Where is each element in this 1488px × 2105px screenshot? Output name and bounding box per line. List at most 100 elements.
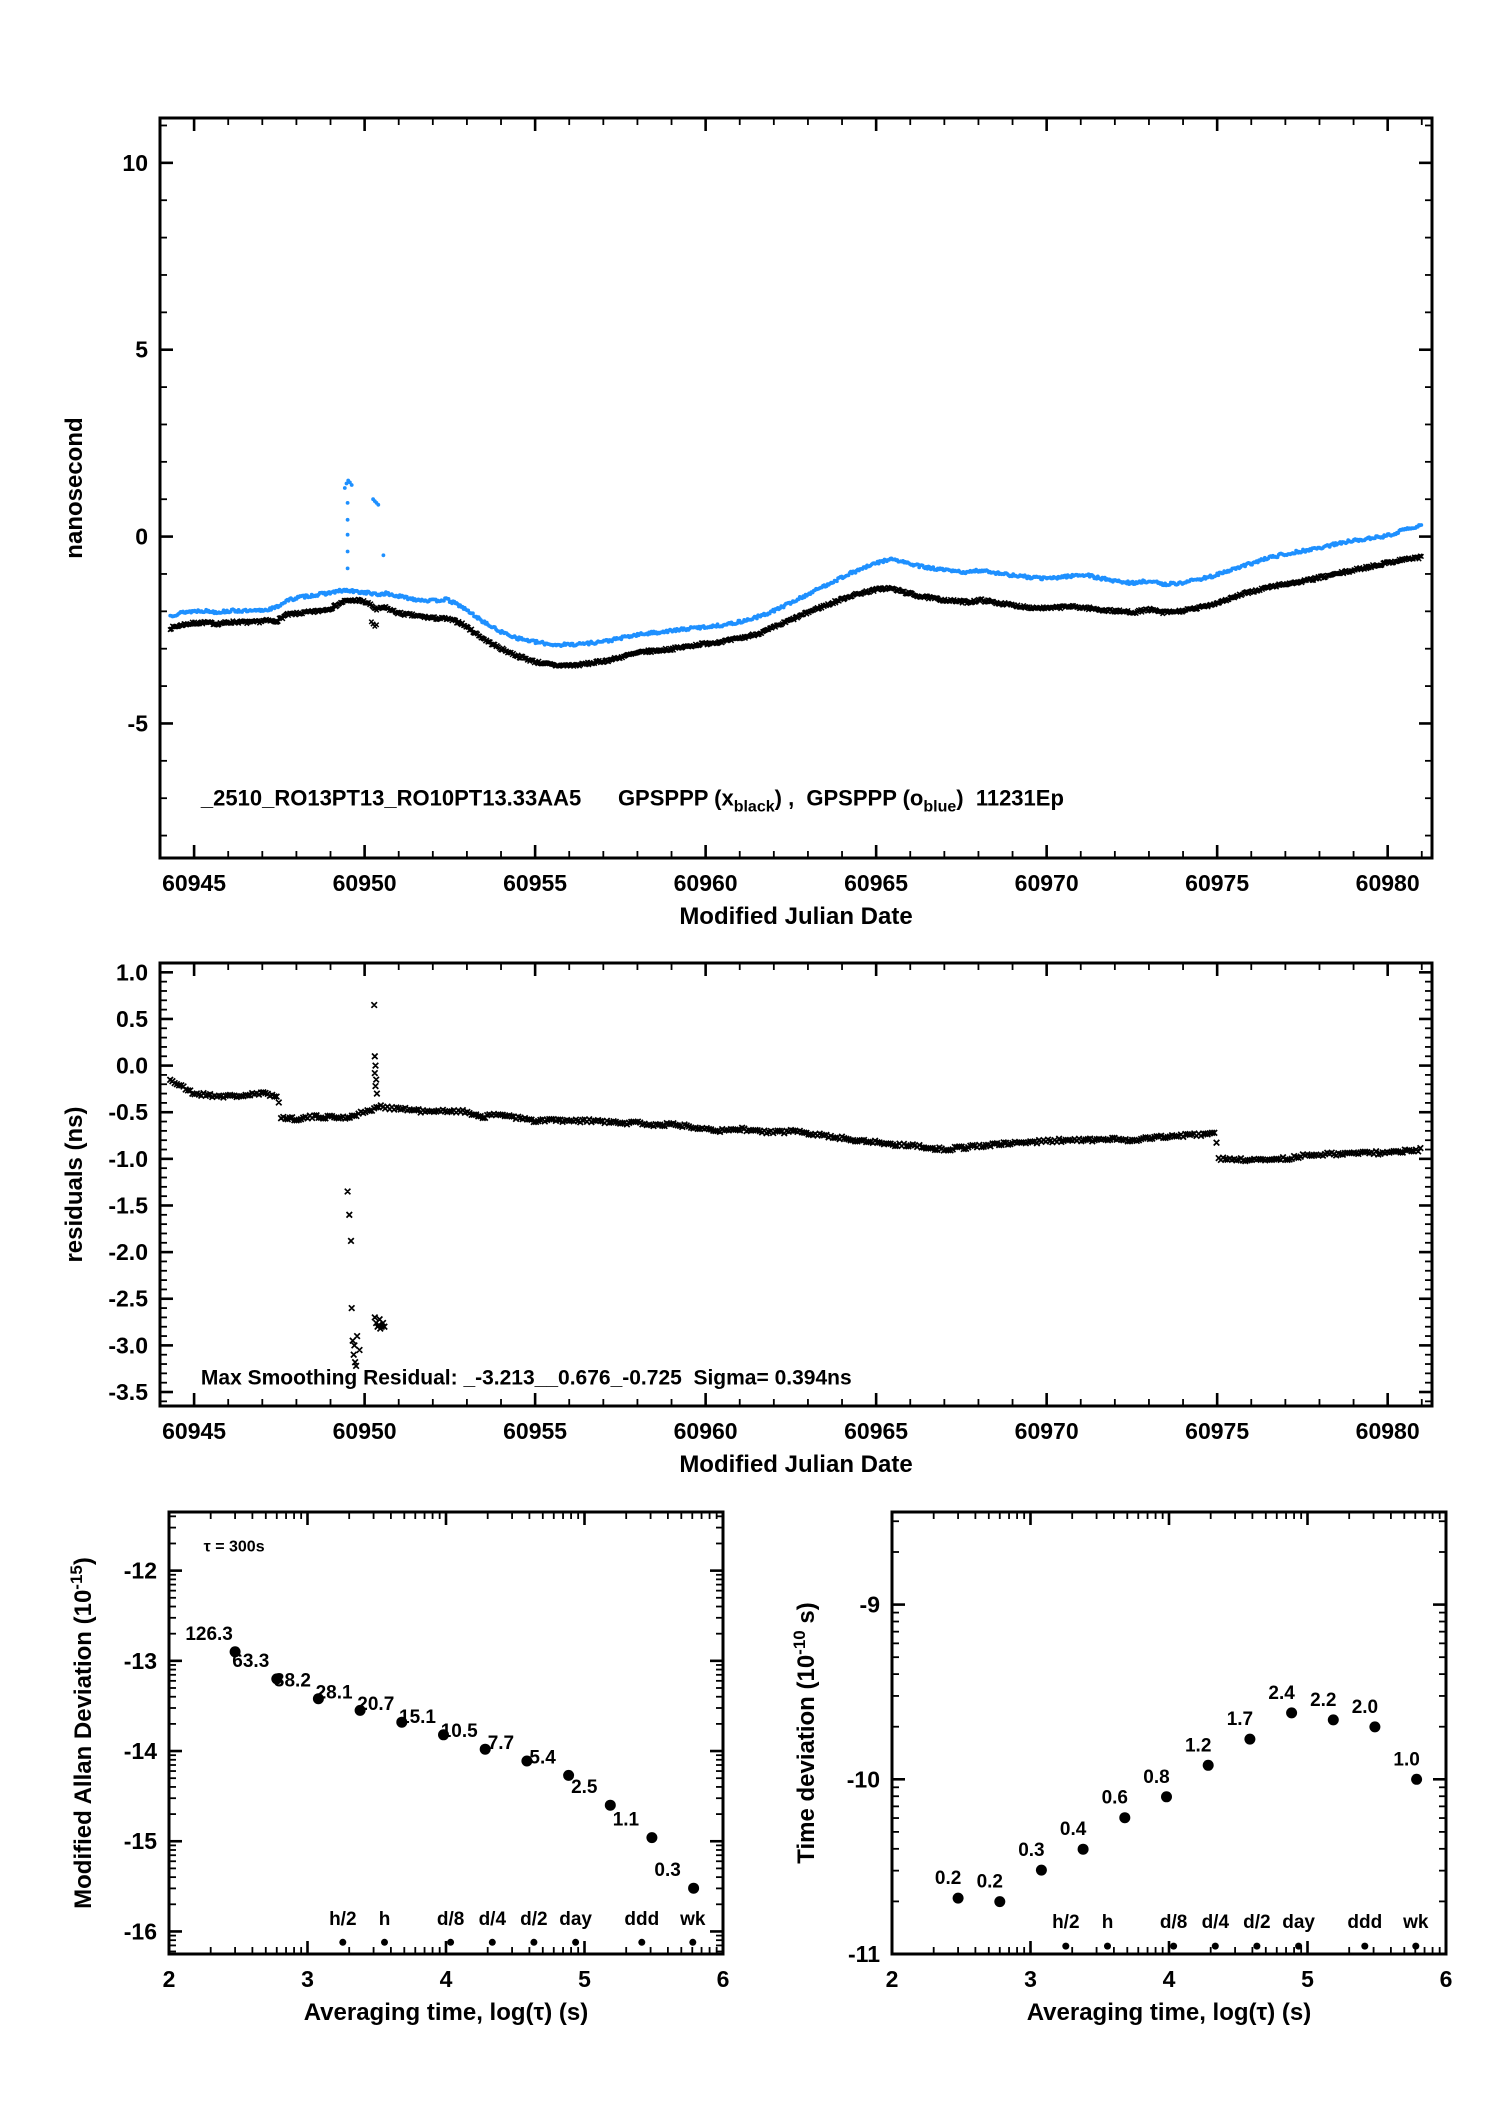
point-value-label: 0.8 (1143, 1767, 1169, 1788)
residuals-annotation: Max Smoothing Residual: _-3.213__0.676_-… (201, 1367, 852, 1390)
interval-label: d/8 (437, 1909, 464, 1930)
point-value-label: 1.1 (613, 1810, 640, 1831)
y-tick-label: -2.0 (108, 1239, 148, 1265)
interval-label: h (1102, 1912, 1114, 1933)
interval-label: h/2 (1052, 1912, 1079, 1933)
x-tick-label: 60955 (503, 1418, 567, 1444)
point-value-label: 2.4 (1268, 1683, 1295, 1704)
point-value-label: 0.3 (1018, 1840, 1044, 1861)
x-tick-label: 6 (1440, 1966, 1453, 1992)
data-point (1411, 1773, 1423, 1785)
mdev-x-axis: 2 3 4 5 6 (163, 1512, 730, 1992)
phase-panel: 60945 60950 60955 60960 60965 60970 60975 60980… (61, 116, 1434, 930)
x-tick-label: 6 (717, 1966, 730, 1992)
plot-frame (167, 1510, 725, 1956)
data-point (1077, 1843, 1089, 1855)
x-tick-label: 60965 (844, 1418, 908, 1444)
x-tick-label: 60945 (162, 1418, 226, 1444)
interval-dot (1361, 1942, 1369, 1950)
point-value-label: 2.0 (1352, 1697, 1378, 1718)
interval-label: day (1282, 1912, 1315, 1933)
interval-label: wk (1402, 1912, 1429, 1933)
point-value-label: 20.7 (357, 1694, 394, 1715)
y-tick-label: -5 (128, 710, 149, 736)
y-tick-label: 10 (122, 150, 148, 176)
mdev-x-axis-label: Averaging time, log(τ) (s) (304, 1999, 589, 2026)
point-value-label: 0.4 (1060, 1819, 1087, 1840)
x-tick-label: 4 (440, 1966, 453, 1992)
y-tick-label: 1.0 (116, 959, 148, 985)
x-tick-label: 3 (301, 1966, 314, 1992)
point-value-label: 0.2 (977, 1872, 1003, 1893)
point-value-label: 2.2 (1310, 1690, 1336, 1711)
interval-label: ddd (624, 1909, 659, 1930)
data-point (396, 1716, 408, 1728)
x-tick-label: 5 (1301, 1966, 1314, 1992)
data-point (271, 1673, 283, 1685)
x-tick-label: 60960 (674, 1418, 738, 1444)
x-tick-label: 2 (163, 1966, 176, 1992)
y-tick-label: 0 (135, 524, 148, 550)
y-tick-label: -0.5 (108, 1099, 148, 1125)
y-tick-label: 5 (135, 337, 148, 363)
residuals-y-axis-label: residuals (ns) (61, 1106, 88, 1262)
y-tick-label: -3.5 (108, 1379, 148, 1405)
interval-dot (689, 1938, 697, 1946)
interval-dot (488, 1938, 496, 1946)
x-tick-label: 60975 (1185, 1418, 1249, 1444)
x-tick-label: 60945 (162, 870, 226, 896)
x-tick-label: 2 (886, 1966, 899, 1992)
point-value-label: 63.3 (232, 1651, 269, 1672)
data-point (952, 1892, 964, 1904)
interval-dot (1211, 1942, 1219, 1950)
x-tick-label: 60980 (1356, 870, 1420, 896)
x-tick-label: 3 (1024, 1966, 1037, 1992)
data-point (479, 1743, 491, 1755)
series-GPSPPP-o-blue (168, 478, 1424, 648)
x-tick-label: 60970 (1015, 870, 1079, 896)
mdev-panel: 2 3 4 5 6 -12 -13 -14 -15 -16 126.3 63.338.228.120.… (67, 1510, 730, 2026)
x-tick-label: 4 (1163, 1966, 1176, 1992)
data-point (1202, 1759, 1214, 1771)
interval-dot (530, 1938, 538, 1946)
x-tick-label: 60960 (674, 870, 738, 896)
point-value-label: 0.2 (935, 1868, 961, 1889)
y-tick-label: -3.0 (108, 1332, 148, 1358)
interval-dot (1412, 1942, 1420, 1950)
y-tick-label: 0.0 (116, 1053, 148, 1079)
data-point (1244, 1733, 1256, 1745)
interval-label: ddd (1347, 1912, 1382, 1933)
point-value-label: 2.5 (571, 1777, 598, 1798)
interval-label: wk (679, 1909, 706, 1930)
point-value-label: 1.0 (1393, 1749, 1419, 1770)
tdev-panel: 2 3 4 5 6 -9 -10 -11 0.2 0.2 0.3 0.4 0.6 0.8 1.2 1.7 2.4… (790, 1510, 1453, 2026)
x-tick-label: 60950 (333, 1418, 397, 1444)
interval-label: h/2 (329, 1909, 356, 1930)
interval-label: h (379, 1909, 391, 1930)
y-tick-label: -9 (860, 1592, 880, 1618)
data-point (1119, 1812, 1131, 1824)
data-point (1161, 1791, 1172, 1803)
interval-dot (1253, 1942, 1261, 1950)
data-point (438, 1729, 449, 1741)
residuals-x-axis: 60945 60950 60955 60960 60965 60970 60975 60980 (159, 963, 1423, 1444)
interval-label: d/8 (1160, 1912, 1187, 1933)
x-tick-label: 60955 (503, 870, 567, 896)
x-tick-label: 60980 (1356, 1418, 1420, 1444)
phase-annotation: _2510_RO13PT13_RO10PT13.33AA5 GPSPPP (xb… (200, 786, 1064, 816)
x-tick-label: 60965 (844, 870, 908, 896)
data-point (229, 1646, 241, 1658)
series-GPSPPP-x-black (167, 553, 1425, 670)
x-tick-label: 60950 (333, 870, 397, 896)
data-point (604, 1799, 616, 1811)
plot-frame (158, 961, 1434, 1408)
data-point (563, 1769, 575, 1781)
point-value-label: 7.7 (488, 1733, 514, 1754)
residuals-panel: 60945 60950 60955 60960 60965 60970 60975 60980… (61, 959, 1434, 1478)
interval-dot (447, 1938, 455, 1946)
data-point (1035, 1864, 1047, 1876)
mdev-y-axis-label: Modified Allan Deviation (10-15) (67, 1557, 97, 1909)
series-smoothing-residuals (166, 1001, 1424, 1370)
data-point (994, 1896, 1006, 1908)
